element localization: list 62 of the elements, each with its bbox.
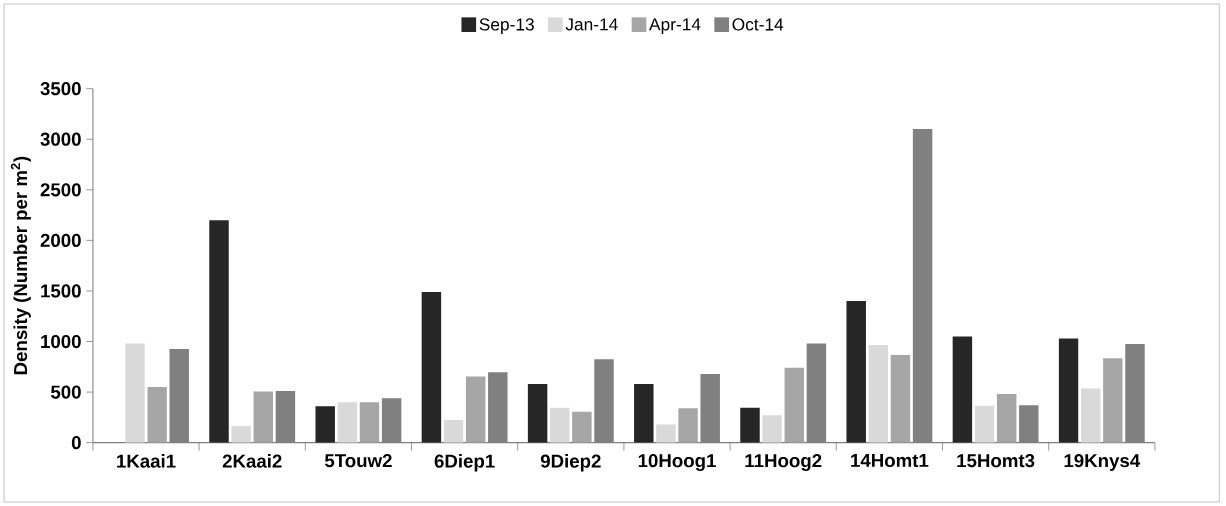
- x-tick-label: 19Knys4: [1064, 454, 1141, 471]
- y-axis-title: Density (Number per m$^{2}$): [10, 156, 31, 375]
- bar: [209, 220, 229, 443]
- y-tick-label: 1000: [41, 334, 81, 349]
- x-tick-label: 11Hoog2: [745, 454, 822, 472]
- bar: [572, 411, 592, 443]
- x-tick-label: 9Diep2: [540, 454, 601, 472]
- x-tick-label: 15Homt3: [957, 454, 1035, 468]
- x-tick-label: 10Hoog1: [638, 454, 716, 472]
- bar: [125, 343, 145, 443]
- bar: [315, 406, 335, 443]
- legend-label: Oct-14: [732, 18, 784, 31]
- bar: [996, 394, 1017, 443]
- bar: [912, 129, 933, 443]
- bar: [1019, 405, 1039, 443]
- bar: [594, 359, 614, 443]
- y-tick-label: 0: [71, 436, 81, 450]
- x-tick-label: 5Touw2: [324, 454, 392, 468]
- bar: [1081, 388, 1101, 443]
- bar: [443, 419, 464, 443]
- bar: [678, 408, 698, 443]
- bar: [952, 336, 973, 443]
- bar: [381, 398, 402, 443]
- bar: [1103, 358, 1123, 443]
- y-tick-label: 3500: [40, 82, 81, 96]
- bar: [465, 376, 486, 443]
- bar: [740, 407, 760, 443]
- bar: [488, 372, 508, 443]
- bar: [1125, 344, 1145, 443]
- legend-label: Sep-13: [479, 18, 534, 34]
- bar: [656, 424, 676, 443]
- bar: [634, 383, 654, 443]
- x-tick-label: 6Diep1: [434, 454, 495, 472]
- x-tick-label: 14Homt1: [851, 454, 929, 468]
- bar: [147, 387, 167, 443]
- bar: [169, 349, 189, 443]
- bar: [890, 354, 911, 443]
- y-tick-label: 500: [50, 385, 81, 399]
- bar: [253, 391, 274, 443]
- bar: [1058, 338, 1079, 443]
- bar: [846, 301, 866, 443]
- bar: [359, 402, 380, 443]
- x-tick-label: 2Kaai2: [222, 454, 282, 468]
- y-tick-label: 3000: [40, 132, 81, 146]
- bar: [550, 407, 570, 443]
- y-tick-label: 2500: [40, 183, 81, 197]
- bar: [762, 415, 782, 443]
- bar: [527, 383, 548, 443]
- bar: [974, 405, 995, 443]
- legend-label: Jan-14: [565, 18, 618, 31]
- y-tick-label: 1500: [41, 284, 81, 298]
- bar: [806, 343, 827, 443]
- bar: [421, 291, 442, 443]
- bar: [700, 373, 720, 443]
- bar: [275, 391, 296, 443]
- x-tick-label: 1Kaai1: [117, 454, 176, 468]
- bar: [784, 367, 804, 443]
- bar: [337, 402, 358, 443]
- y-tick-label: 2000: [40, 233, 81, 247]
- bar: [868, 345, 889, 443]
- bar: [231, 425, 251, 443]
- legend-label: Apr-14: [649, 18, 701, 34]
